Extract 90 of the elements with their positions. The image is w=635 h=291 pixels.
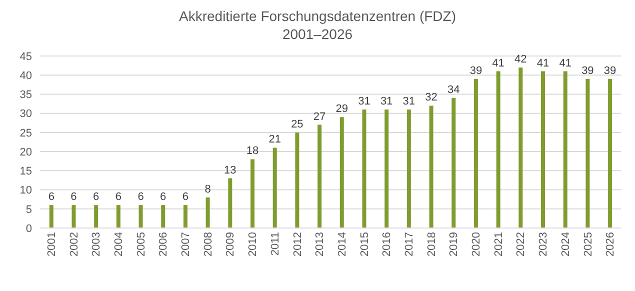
bar [94, 205, 98, 228]
data-label: 6 [48, 191, 54, 204]
y-tick-label: 5 [26, 204, 32, 216]
bar [206, 197, 210, 228]
x-tick-label: 2007 [180, 232, 192, 256]
bar [563, 71, 568, 228]
data-label: 42 [514, 53, 527, 66]
y-tick-label: 20 [20, 146, 32, 158]
y-tick-label: 0 [26, 222, 32, 235]
y-tick-label: 40 [20, 70, 32, 82]
y-tick-label: 35 [20, 89, 32, 102]
data-label: 25 [291, 118, 304, 130]
bar [138, 205, 143, 228]
x-tick-label: 2012 [292, 232, 304, 256]
bar [541, 71, 545, 228]
data-label: 6 [138, 191, 144, 204]
data-label: 8 [204, 183, 211, 196]
y-tick-label: 45 [20, 50, 32, 63]
data-label: 39 [604, 64, 616, 77]
bar [161, 205, 166, 228]
bar [183, 205, 188, 228]
x-tick-label: 2026 [604, 232, 617, 256]
bar [49, 205, 54, 228]
bar [406, 110, 411, 228]
bar [496, 71, 500, 228]
data-label: 31 [380, 96, 393, 108]
x-tick-label: 2010 [247, 232, 260, 256]
bar [295, 132, 300, 228]
x-tick-label: 2013 [314, 232, 326, 256]
data-label: 27 [313, 110, 326, 123]
bar [586, 78, 590, 228]
data-label: 32 [425, 92, 438, 104]
x-tick-label: 2003 [90, 232, 103, 256]
data-label: 41 [536, 57, 550, 70]
x-tick-label: 2016 [381, 232, 394, 256]
data-label: 31 [358, 96, 370, 108]
x-tick-label: 2022 [515, 232, 528, 256]
data-label: 34 [447, 84, 460, 96]
data-label: 18 [246, 145, 259, 158]
data-label: 6 [182, 191, 189, 204]
data-label: 39 [582, 64, 594, 77]
x-tick-label: 2021 [492, 232, 505, 256]
data-label: 6 [115, 191, 122, 204]
bar [429, 106, 434, 228]
x-tick-label: 2009 [224, 232, 237, 256]
bar [228, 178, 232, 228]
x-tick-label: 2020 [470, 232, 483, 256]
x-tick-label: 2011 [269, 232, 282, 256]
data-label: 41 [492, 57, 504, 70]
chart-title: Akkreditierte Forschungsdatenzentren (FDZ) [178, 8, 457, 24]
x-tick-label: 2002 [68, 232, 80, 256]
bar [474, 78, 478, 228]
x-tick-label: 2001 [46, 232, 58, 256]
data-label: 21 [268, 134, 281, 146]
bar [518, 67, 523, 228]
bar [116, 205, 120, 228]
data-label: 41 [559, 57, 572, 70]
data-label: 31 [402, 96, 416, 108]
bar [362, 110, 366, 228]
data-label: 6 [70, 191, 77, 204]
x-tick-label: 2023 [538, 232, 550, 256]
data-label: 6 [93, 191, 100, 204]
x-tick-label: 2014 [336, 232, 348, 256]
x-tick-label: 2018 [426, 232, 438, 256]
y-tick-label: 30 [20, 108, 32, 120]
data-label: 39 [470, 64, 482, 77]
x-tick-label: 2017 [404, 232, 416, 256]
bar [250, 159, 254, 228]
x-tick-label: 2025 [582, 232, 594, 256]
x-tick-label: 2015 [358, 232, 371, 256]
x-tick-label: 2005 [135, 232, 148, 256]
bar [272, 148, 277, 228]
bar [452, 98, 456, 228]
bar [340, 117, 344, 228]
data-label: 13 [224, 164, 236, 176]
x-tick-label: 2019 [448, 232, 460, 256]
y-tick-label: 25 [20, 127, 32, 140]
x-tick-label: 2004 [113, 232, 126, 256]
bar [608, 78, 612, 228]
bar [384, 110, 389, 228]
x-tick-label: 2024 [560, 232, 572, 256]
x-tick-label: 2006 [158, 232, 170, 256]
chart-subtitle: 2001–2026 [281, 26, 354, 42]
bar [72, 205, 76, 228]
data-label: 29 [336, 103, 348, 116]
y-tick-label: 15 [20, 166, 32, 178]
x-tick-label: 2008 [202, 232, 214, 256]
data-label: 6 [160, 191, 166, 204]
y-tick-label: 10 [20, 184, 32, 197]
bar [318, 124, 322, 228]
